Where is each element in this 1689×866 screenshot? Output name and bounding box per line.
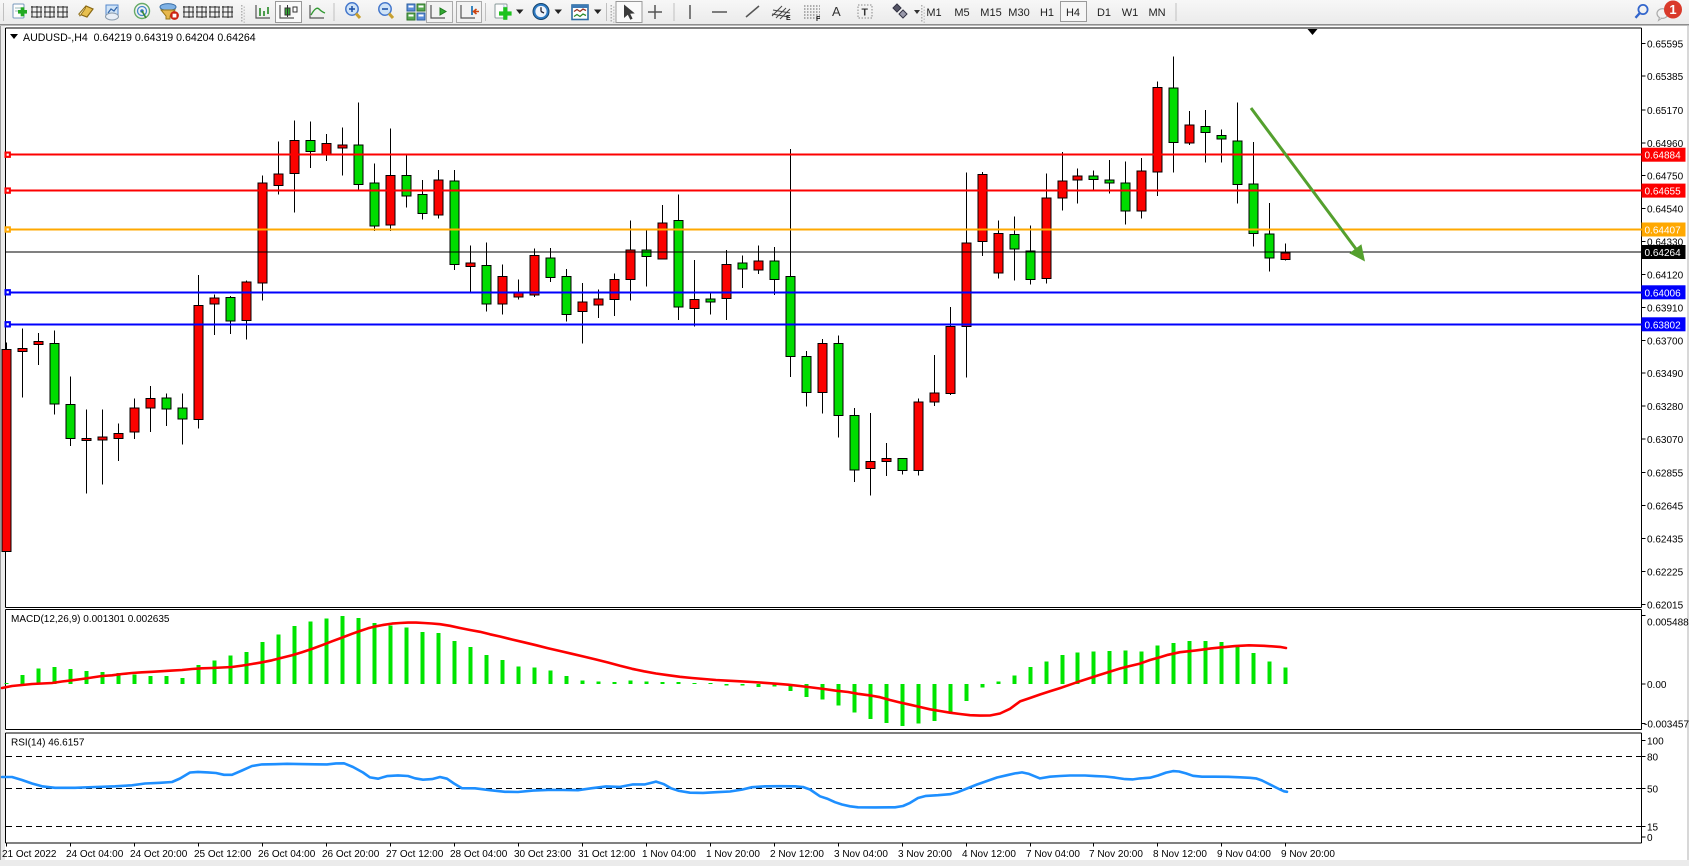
svg-text:M5: M5 (954, 7, 969, 19)
svg-text:MACD(12,26,9) 0.001301 0.00263: MACD(12,26,9) 0.001301 0.002635 (11, 614, 170, 625)
svg-text:0.64960: 0.64960 (1647, 139, 1684, 150)
svg-text:0.62435: 0.62435 (1647, 535, 1684, 546)
svg-text:0.64655: 0.64655 (1645, 187, 1682, 198)
svg-text:0.64330: 0.64330 (1647, 238, 1684, 249)
svg-text:H1: H1 (1040, 7, 1054, 19)
svg-text:H4: H4 (1066, 7, 1080, 19)
svg-text:MN: MN (1148, 7, 1165, 19)
svg-text:26 Oct 04:00: 26 Oct 04:00 (258, 849, 316, 860)
svg-text:RSI(14) 46.6157: RSI(14) 46.6157 (11, 738, 85, 749)
svg-text:0.64264: 0.64264 (1645, 248, 1682, 259)
svg-text:M1: M1 (926, 7, 941, 19)
svg-text:21 Oct 2022: 21 Oct 2022 (2, 849, 57, 860)
svg-text:15: 15 (1647, 823, 1659, 834)
svg-text:2 Nov 12:00: 2 Nov 12:00 (770, 849, 824, 860)
svg-text:3 Nov 04:00: 3 Nov 04:00 (834, 849, 888, 860)
svg-text:8 Nov 12:00: 8 Nov 12:00 (1153, 849, 1207, 860)
svg-text:0.62015: 0.62015 (1647, 600, 1684, 611)
svg-text:0.65385: 0.65385 (1647, 72, 1684, 83)
svg-text:0.00: 0.00 (1647, 680, 1667, 691)
svg-text:0.64407: 0.64407 (1645, 226, 1682, 237)
svg-text:W1: W1 (1122, 7, 1139, 19)
svg-text:0.63802: 0.63802 (1645, 320, 1682, 331)
svg-text:AUDUSD-,H4 0.64219 0.64319 0.: AUDUSD-,H4 0.64219 0.64319 0.64204 0.642… (23, 32, 256, 44)
svg-text:0.005488: 0.005488 (1647, 618, 1689, 629)
svg-text:7 Nov 04:00: 7 Nov 04:00 (1026, 849, 1080, 860)
svg-text:0.64006: 0.64006 (1645, 288, 1682, 299)
svg-text:1 Nov 20:00: 1 Nov 20:00 (706, 849, 760, 860)
svg-text:9 Nov 04:00: 9 Nov 04:00 (1217, 849, 1271, 860)
svg-text:0.63490: 0.63490 (1647, 369, 1684, 380)
svg-text:0.64540: 0.64540 (1647, 205, 1684, 216)
svg-text:0.65170: 0.65170 (1647, 106, 1684, 117)
svg-text:0.63070: 0.63070 (1647, 435, 1684, 446)
svg-text:0.64120: 0.64120 (1647, 271, 1684, 282)
svg-text:0.64750: 0.64750 (1647, 172, 1684, 183)
svg-text:9 Nov 20:00: 9 Nov 20:00 (1281, 849, 1335, 860)
svg-text:0.63280: 0.63280 (1647, 402, 1684, 413)
svg-text:30 Oct 23:00: 30 Oct 23:00 (514, 849, 572, 860)
svg-text:0.62225: 0.62225 (1647, 568, 1684, 579)
svg-text:0.62645: 0.62645 (1647, 502, 1684, 513)
svg-text:7 Nov 20:00: 7 Nov 20:00 (1089, 849, 1143, 860)
svg-text:M30: M30 (1008, 7, 1029, 19)
svg-text:31 Oct 12:00: 31 Oct 12:00 (578, 849, 636, 860)
svg-text:1 Nov 04:00: 1 Nov 04:00 (642, 849, 696, 860)
svg-text:1: 1 (1669, 2, 1676, 17)
svg-text:28 Oct 04:00: 28 Oct 04:00 (450, 849, 508, 860)
svg-text:24 Oct 04:00: 24 Oct 04:00 (66, 849, 124, 860)
svg-text:50: 50 (1647, 785, 1659, 796)
svg-text:0.63700: 0.63700 (1647, 336, 1684, 347)
svg-text:0: 0 (1647, 833, 1653, 844)
svg-text:0.62855: 0.62855 (1647, 469, 1684, 480)
svg-text:M15: M15 (980, 7, 1001, 19)
svg-text:80: 80 (1647, 752, 1659, 763)
svg-text:25 Oct 12:00: 25 Oct 12:00 (194, 849, 252, 860)
svg-text:0.63910: 0.63910 (1647, 303, 1684, 314)
svg-text:0.64884: 0.64884 (1645, 151, 1682, 162)
svg-text:-0.003457: -0.003457 (1644, 720, 1689, 731)
svg-text:F: F (816, 16, 821, 23)
svg-text:4 Nov 12:00: 4 Nov 12:00 (962, 849, 1016, 860)
svg-text:E: E (786, 15, 791, 22)
svg-text:3 Nov 20:00: 3 Nov 20:00 (898, 849, 952, 860)
svg-text:D1: D1 (1097, 7, 1111, 19)
svg-text:A: A (832, 4, 841, 19)
svg-text:100: 100 (1647, 737, 1664, 748)
svg-text:T: T (862, 7, 869, 19)
svg-text:26 Oct 20:00: 26 Oct 20:00 (322, 849, 380, 860)
svg-text:0.65595: 0.65595 (1647, 39, 1684, 50)
svg-text:24 Oct 20:00: 24 Oct 20:00 (130, 849, 188, 860)
svg-text:27 Oct 12:00: 27 Oct 12:00 (386, 849, 444, 860)
